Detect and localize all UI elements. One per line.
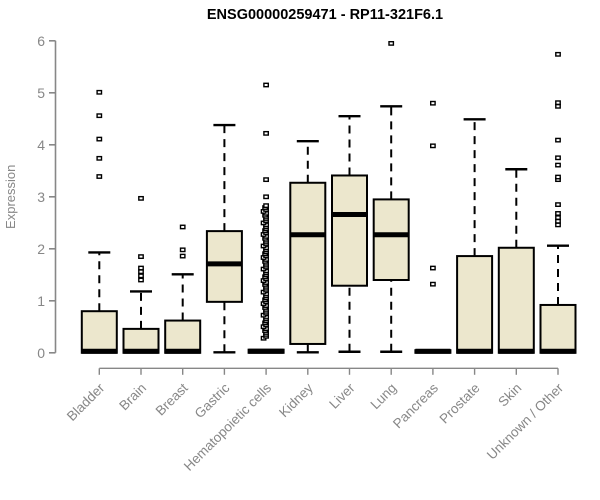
outlier-brain (138, 254, 144, 259)
x-category-label: Lung (367, 380, 399, 412)
outlier-pancreas (430, 100, 436, 106)
outlier-hematopoietic-cells (263, 177, 269, 183)
x-category-label: Bladder (64, 380, 108, 424)
box-breast (164, 319, 202, 354)
box-bladder (80, 310, 118, 354)
outlier-brain (138, 277, 144, 283)
outlier-unknown-other (555, 51, 561, 57)
y-tick-label: 5 (37, 85, 45, 101)
y-tick-label: 0 (37, 345, 45, 361)
outlier-brain (138, 273, 144, 279)
outlier-unknown-other (555, 202, 561, 207)
x-category-label: Skin (495, 380, 524, 409)
outlier-unknown-other (555, 137, 561, 143)
outlier-breast (179, 224, 186, 230)
outlier-unknown-other (555, 174, 561, 180)
x-category-label: Unknown / Other (484, 380, 567, 463)
outlier-unknown-other (555, 155, 561, 161)
box-kidney (289, 181, 327, 345)
outlier-lung (388, 41, 395, 46)
outlier-unknown-other (555, 162, 561, 168)
outlier-bladder (96, 89, 103, 95)
outlier-hematopoietic-cells (263, 82, 269, 88)
outlier-hematopoietic-cells (263, 194, 269, 200)
box-skin (497, 246, 535, 354)
y-axis-title: Expression (3, 165, 18, 229)
x-category-label: Gastric (192, 380, 233, 421)
x-category-label: Breast (153, 380, 191, 418)
outlier-bladder (96, 136, 103, 142)
x-category-label: Liver (326, 380, 358, 412)
y-tick-label: 1 (37, 293, 45, 309)
x-category-label: Pancreas (390, 380, 441, 431)
box-gastric (205, 230, 243, 303)
outlier-bladder (96, 113, 103, 119)
x-category-label: Prostate (437, 380, 483, 426)
box-prostate (456, 255, 494, 354)
outlier-pancreas (430, 281, 436, 287)
outlier-unknown-other (555, 222, 561, 228)
outlier-pancreas (430, 265, 436, 271)
outlier-breast (179, 253, 186, 259)
outlier-bladder (96, 155, 103, 161)
x-category-label: Brain (116, 380, 149, 413)
y-tick-label: 6 (37, 33, 45, 49)
outlier-bladder (96, 174, 103, 179)
outlier-breast (179, 247, 186, 253)
y-tick-label: 4 (37, 137, 45, 153)
outlier-unknown-other (555, 211, 561, 216)
outlier-brain (138, 269, 144, 275)
outlier-pancreas (430, 143, 436, 149)
outlier-brain (138, 195, 144, 201)
box-liver (331, 174, 368, 287)
outlier-unknown-other (555, 103, 561, 109)
outlier-unknown-other (555, 100, 561, 106)
box-lung (372, 198, 410, 281)
outlier-unknown-other (555, 215, 561, 220)
x-category-label: Kidney (276, 380, 316, 420)
outlier-unknown-other (555, 218, 561, 224)
outlier-hematopoietic-cells (263, 130, 269, 136)
outlier-brain (138, 265, 144, 271)
chart-title: ENSG00000259471 - RP11-321F6.1 (206, 7, 444, 23)
y-tick-label: 3 (37, 189, 45, 205)
box-unknown-other (539, 303, 577, 354)
outlier-band-hematopoietic-cells (263, 203, 269, 209)
y-tick-label: 2 (37, 241, 45, 257)
